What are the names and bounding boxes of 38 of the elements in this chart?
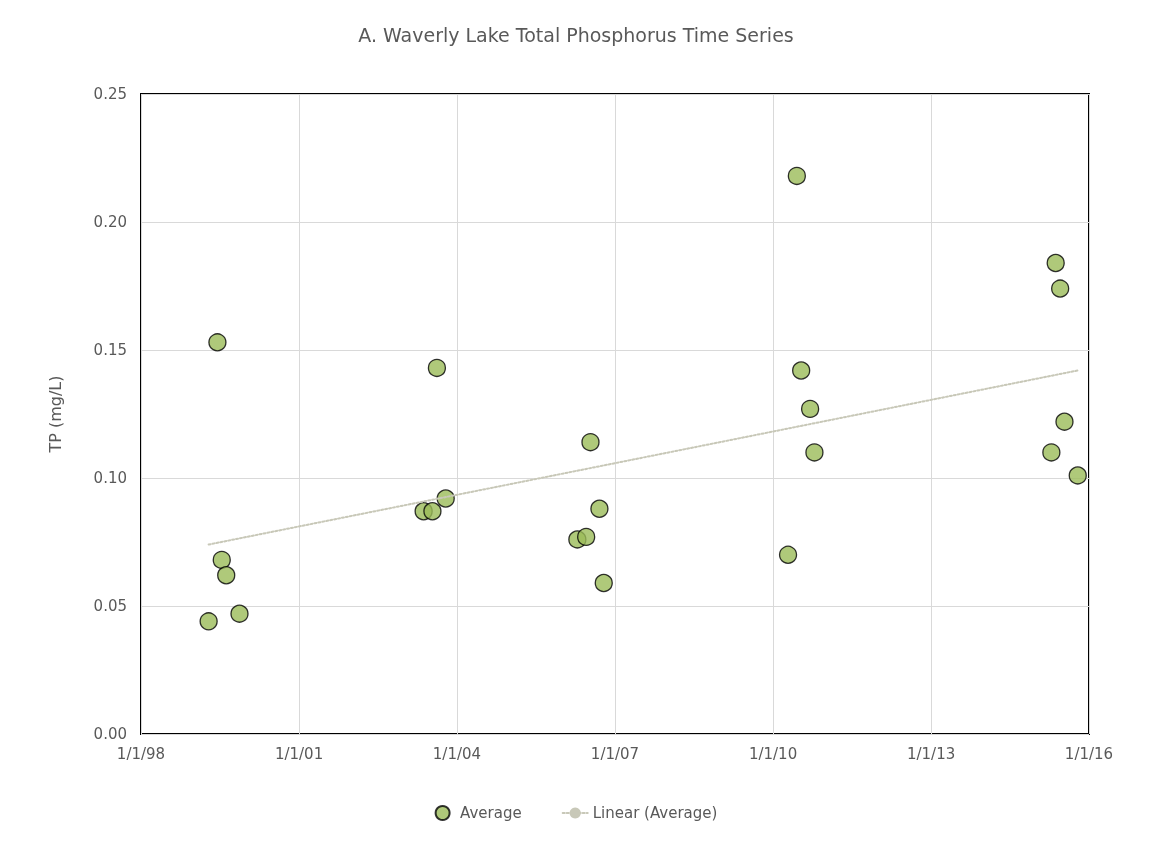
- point: [581, 433, 600, 452]
- y-tick-label: 0.10: [93, 469, 127, 487]
- point: [212, 550, 231, 570]
- point: [590, 499, 609, 518]
- point: [217, 566, 236, 585]
- point: [1046, 253, 1065, 273]
- point: [1055, 412, 1074, 431]
- point: [199, 612, 218, 631]
- point: [800, 399, 820, 419]
- y-tick-label: 0.15: [93, 341, 127, 359]
- point: [787, 166, 806, 186]
- point: [208, 333, 227, 352]
- chart-title: A. Waverly Lake Total Phosphorus Time Series: [358, 23, 794, 46]
- y-tick-label: 0.05: [93, 597, 127, 615]
- y-tick-label: 0.00: [93, 725, 127, 743]
- y-tick-label: 0.25: [93, 85, 127, 103]
- x-tick-label: 1/1/13: [906, 744, 956, 763]
- y-tick-label: 0.20: [93, 213, 127, 231]
- point: [792, 361, 811, 380]
- point: [1068, 466, 1087, 485]
- point: [423, 502, 442, 521]
- point: [577, 527, 596, 547]
- y-axis-title: TP (mg/L): [45, 375, 65, 454]
- x-tick-label: 1/1/07: [590, 744, 640, 763]
- point: [427, 358, 447, 378]
- point: [1042, 443, 1061, 462]
- point: [778, 545, 798, 564]
- point: [805, 443, 824, 462]
- legend-label: Average: [460, 804, 522, 822]
- x-tick-label: 1/1/98: [116, 744, 166, 763]
- x-tick-label: 1/1/10: [748, 744, 798, 763]
- legend-label: Linear (Average): [592, 804, 718, 822]
- point: [594, 573, 613, 593]
- x-tick-label: 1/1/01: [274, 744, 324, 763]
- point: [1051, 279, 1070, 298]
- x-tick-label: 1/1/16: [1064, 744, 1114, 763]
- x-tick-label: 1/1/04: [432, 744, 482, 763]
- point: [230, 604, 249, 623]
